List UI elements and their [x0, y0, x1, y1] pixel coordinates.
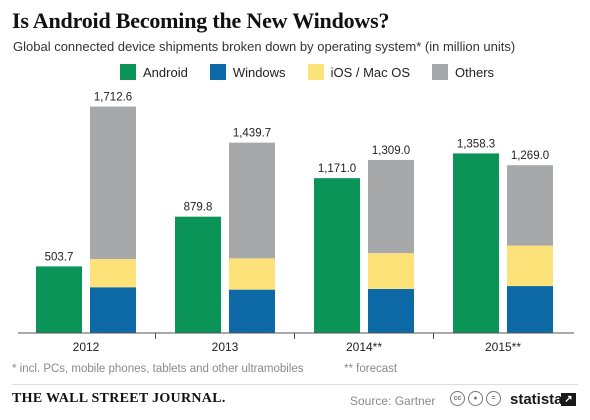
x-tick-label: 2013 [212, 340, 239, 354]
bar-android-2013 [175, 216, 221, 333]
footnote-scope: * incl. PCs, mobile phones, tablets and … [12, 363, 304, 375]
statista-brand: statista [510, 391, 563, 408]
legend-item-windows: Windows [209, 64, 286, 80]
bar-others-2012 [90, 106, 136, 260]
legend-label-ios: iOS / Mac OS [330, 64, 411, 80]
legend-swatch-ios [307, 64, 324, 80]
bar-ios-mac-os-2013 [229, 258, 275, 290]
bar-android-2012 [36, 266, 82, 333]
chart-subtitle: Global connected device shipments broken… [13, 39, 516, 54]
data-label-total: 1,439.7 [233, 128, 271, 140]
bar-others-2014 [368, 159, 414, 254]
data-label-total: 1,269.0 [511, 150, 549, 162]
bar-ios-mac-os-2012 [90, 259, 136, 288]
no-derivatives-icon: = [486, 391, 501, 406]
legend-label-windows: Windows [232, 64, 286, 80]
bar-ios-mac-os-2015 [507, 245, 553, 287]
legend-item-ios: iOS / Mac OS [307, 64, 411, 80]
cc-icon: cc [450, 391, 465, 406]
footer-divider [12, 384, 578, 385]
legend: Android Windows iOS / Mac OS Others [120, 64, 516, 80]
bar-ios-mac-os-2014 [368, 253, 414, 289]
x-tick-label: 2015** [485, 340, 521, 354]
bar-android-2015 [453, 153, 499, 333]
bar-windows-2013 [229, 289, 275, 333]
bar-chart: 503.7 1,712.6 2012 879.8 1,439.7 2013 1,171.0 1… [18, 92, 574, 354]
bar-windows-2012 [90, 287, 136, 333]
x-tick-label: 2014** [346, 340, 382, 354]
x-tick-label: 2012 [73, 340, 100, 354]
data-label-android: 503.7 [45, 251, 74, 263]
bar-others-2013 [229, 142, 275, 259]
data-label-total: 1,309.0 [372, 145, 410, 157]
legend-swatch-others [432, 64, 449, 80]
data-label-android: 1,171.0 [318, 163, 356, 175]
legend-label-android: Android [143, 64, 188, 80]
statista-logo-icon: ↗ [561, 393, 576, 406]
data-label-total: 1,712.6 [94, 92, 132, 104]
source-text: Source: Gartner [350, 394, 436, 408]
legend-swatch-windows [209, 64, 226, 80]
data-label-android: 1,358.3 [457, 138, 495, 150]
bar-others-2015 [507, 165, 553, 246]
bar-windows-2015 [507, 286, 553, 333]
chart-title: Is Android Becoming the New Windows? [12, 8, 390, 33]
legend-item-android: Android [120, 64, 188, 80]
legend-item-others: Others [432, 64, 494, 80]
license-icons: cc ● = [450, 391, 504, 406]
bar-android-2014 [314, 178, 360, 333]
footnote-forecast: ** forecast [344, 363, 398, 375]
legend-swatch-android [120, 64, 136, 80]
publisher-logo: THE WALL STREET JOURNAL. [12, 391, 226, 406]
data-label-android: 879.8 [184, 202, 213, 214]
legend-label-others: Others [455, 64, 495, 80]
attribution-icon: ● [468, 391, 483, 406]
bar-windows-2014 [368, 288, 414, 333]
